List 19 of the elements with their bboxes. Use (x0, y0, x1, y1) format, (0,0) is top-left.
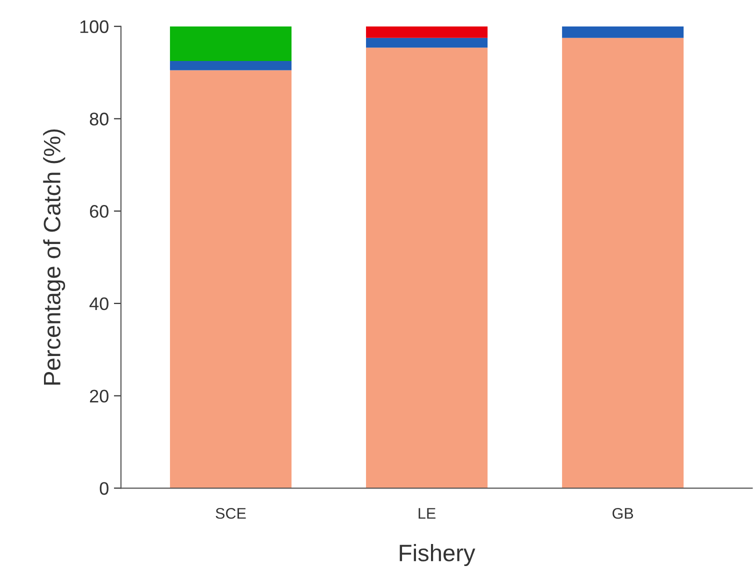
bar (170, 70, 292, 488)
y-tick-label: 80 (90, 112, 108, 126)
bar (170, 61, 292, 70)
bar (170, 26, 292, 62)
y-axis-title: Percentage of Catch (%) (43, 129, 66, 385)
x-tick-label: LE (418, 508, 436, 519)
y-tick-label: 60 (90, 205, 108, 218)
bar (366, 38, 488, 48)
x-tick-label: GB (612, 508, 634, 519)
y-tick-label: 20 (90, 390, 108, 403)
x-tick-label: SCE (216, 508, 246, 519)
y-tick-label: 40 (89, 297, 108, 310)
bar (366, 26, 488, 38)
bar (366, 48, 488, 488)
y-tick-label: 100 (80, 20, 108, 34)
bar (562, 38, 684, 488)
x-axis-title: Fishery (400, 544, 476, 566)
bar (562, 26, 684, 38)
y-tick-label: 0 (100, 482, 108, 495)
